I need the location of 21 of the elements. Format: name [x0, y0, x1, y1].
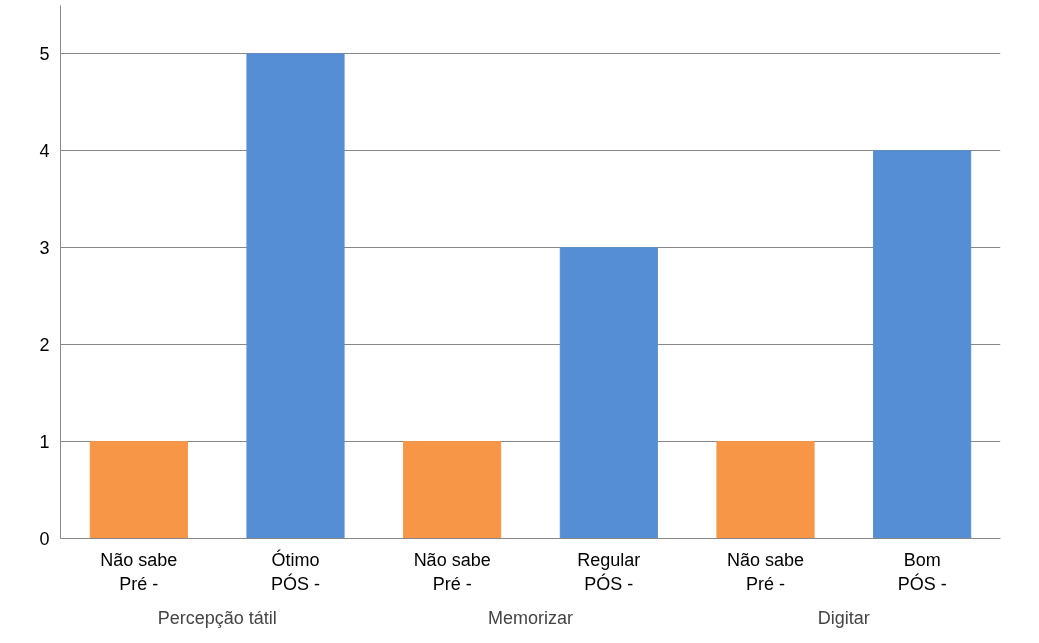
bar	[246, 53, 345, 539]
x-tick-label: Não sabe Pré -	[100, 549, 178, 594]
bar	[559, 247, 658, 539]
bar	[873, 150, 972, 539]
y-tick-label: 2	[39, 335, 50, 356]
y-tick-label: 4	[39, 141, 50, 162]
y-tick-label: 1	[39, 432, 50, 453]
x-tick-label: Bom PÓS -	[897, 549, 947, 594]
bar	[716, 441, 815, 539]
text: Digitar	[817, 607, 870, 628]
text: Percepção tátil	[157, 607, 277, 628]
x-tick-label: Regular PÓS -	[577, 549, 641, 594]
text: Memorizar	[488, 607, 574, 628]
bar	[403, 441, 502, 539]
y-tick-label: 3	[39, 238, 50, 259]
x-tick-label: Não sabe Pré -	[413, 549, 491, 594]
y-tick-label: 0	[39, 529, 50, 549]
y-tick-label: 5	[39, 44, 50, 65]
bar	[89, 441, 188, 539]
x-tick-label: Ótimo PÓS -	[271, 548, 321, 594]
x-tick-label: Não sabe Pré -	[726, 549, 805, 594]
